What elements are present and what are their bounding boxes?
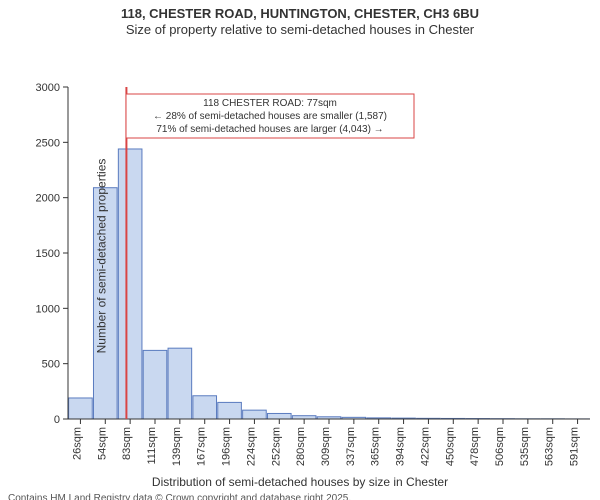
x-axis-label: Distribution of semi-detached houses by … [0, 475, 600, 489]
svg-text:450sqm: 450sqm [444, 427, 456, 466]
chart-title-line1: 118, CHESTER ROAD, HUNTINGTON, CHESTER, … [0, 6, 600, 22]
chart-title: 118, CHESTER ROAD, HUNTINGTON, CHESTER, … [0, 0, 600, 39]
annotation-line: ← 28% of semi-detached houses are smalle… [153, 111, 387, 122]
annotation-line: 118 CHESTER ROAD: 77sqm [203, 98, 337, 109]
svg-text:2500: 2500 [36, 137, 60, 149]
bar [143, 350, 167, 419]
svg-text:280sqm: 280sqm [295, 427, 307, 466]
bar [193, 395, 217, 418]
attribution-footer: Contains HM Land Registry data © Crown c… [0, 489, 600, 500]
svg-text:0: 0 [54, 414, 60, 426]
svg-text:478sqm: 478sqm [469, 426, 481, 465]
svg-text:394sqm: 394sqm [395, 427, 407, 466]
svg-text:1500: 1500 [36, 248, 60, 260]
bar [118, 148, 142, 418]
svg-text:54sqm: 54sqm [96, 427, 108, 460]
svg-text:500: 500 [42, 358, 60, 370]
svg-text:139sqm: 139sqm [171, 427, 183, 466]
svg-text:2000: 2000 [36, 192, 60, 204]
svg-text:591sqm: 591sqm [569, 427, 581, 466]
bar [243, 410, 267, 419]
svg-text:26sqm: 26sqm [71, 427, 83, 460]
svg-text:83sqm: 83sqm [121, 427, 133, 460]
annotation-line: 71% of semi-detached houses are larger (… [156, 124, 383, 135]
svg-text:196sqm: 196sqm [221, 427, 233, 466]
svg-text:224sqm: 224sqm [245, 427, 257, 466]
bar [168, 348, 192, 419]
svg-text:506sqm: 506sqm [494, 427, 506, 466]
svg-text:309sqm: 309sqm [320, 427, 332, 466]
svg-text:111sqm: 111sqm [146, 427, 158, 465]
svg-text:365sqm: 365sqm [370, 427, 382, 466]
bar [69, 397, 93, 418]
svg-text:337sqm: 337sqm [345, 427, 357, 466]
bar [267, 413, 291, 419]
chart-title-line2: Size of property relative to semi-detach… [0, 22, 600, 38]
plot-area: Number of semi-detached properties 0 500 1… [0, 39, 600, 473]
y-axis-label: Number of semi-detached properties [94, 158, 108, 353]
svg-text:563sqm: 563sqm [544, 427, 556, 466]
footer-line1: Contains HM Land Registry data © Crown c… [8, 493, 592, 500]
svg-text:1000: 1000 [36, 303, 60, 315]
bar [218, 402, 242, 419]
svg-text:422sqm: 422sqm [419, 427, 431, 466]
chart-svg: 0 500 1000 1500 2000 2500 3000 26sqm 54sqm 83sqm 1… [0, 39, 600, 473]
svg-text:535sqm: 535sqm [519, 427, 531, 466]
svg-text:3000: 3000 [36, 82, 60, 94]
svg-text:167sqm: 167sqm [196, 427, 208, 466]
svg-text:252sqm: 252sqm [270, 427, 282, 466]
